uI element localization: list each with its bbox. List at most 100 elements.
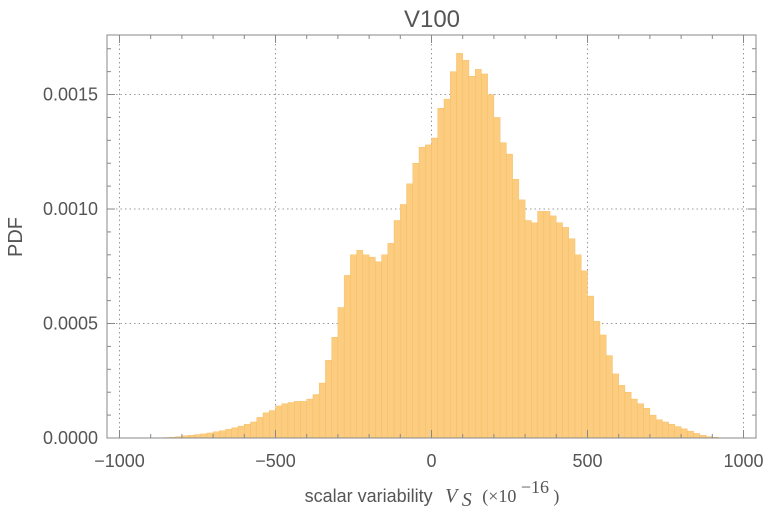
histogram-bar — [294, 401, 301, 439]
histogram-bar — [574, 254, 582, 439]
histogram-bar — [680, 428, 688, 439]
histogram-bar — [443, 98, 451, 439]
histogram-bar — [437, 108, 445, 439]
histogram-bar — [456, 53, 463, 439]
x-axis-title-unit-prefix: (×10 — [482, 486, 516, 507]
histogram-bar — [524, 220, 532, 439]
histogram-bar — [630, 398, 638, 439]
histogram-bar — [393, 220, 401, 439]
x-tick-label: −1000 — [94, 451, 145, 471]
histogram-bar — [462, 59, 470, 439]
y-tick-label: 0.0005 — [43, 314, 98, 334]
histogram-bar — [275, 405, 282, 439]
histogram-bar — [406, 183, 413, 439]
histogram-bar — [287, 402, 295, 439]
histogram-bar — [618, 385, 626, 439]
histogram-bar — [368, 256, 376, 439]
histogram-bar — [562, 227, 569, 439]
histogram-bar — [531, 222, 538, 439]
histogram-bar — [599, 334, 607, 439]
histogram-bar — [237, 425, 245, 439]
histogram-bar — [474, 69, 482, 439]
histogram-bar — [269, 410, 276, 439]
histogram-bar — [481, 73, 488, 439]
histogram-bar — [343, 275, 351, 439]
histogram-bar — [312, 394, 320, 439]
histogram-bar — [212, 431, 220, 439]
histogram-bar — [643, 408, 651, 439]
histogram-bar — [412, 163, 420, 439]
y-axis-title: PDF — [5, 217, 27, 257]
histogram-bar — [687, 430, 694, 439]
histogram-bar — [337, 307, 345, 439]
histogram-bar — [431, 137, 438, 439]
histogram-bar — [606, 355, 613, 439]
histogram-bar — [206, 432, 214, 439]
histogram-bar — [318, 382, 326, 439]
x-axis-title-unit-suffix: ) — [553, 486, 559, 507]
histogram-bar — [375, 261, 382, 439]
histogram-bar — [450, 71, 457, 439]
histogram-bar — [244, 424, 251, 439]
histogram-bar — [281, 403, 289, 439]
histogram-bar — [194, 434, 201, 439]
x-tick-label: −500 — [255, 451, 296, 471]
chart-title: V100 — [404, 6, 460, 33]
x-tick-label: 0 — [426, 451, 436, 471]
histogram-bar — [381, 254, 389, 439]
y-tick-label: 0.0015 — [43, 85, 98, 105]
x-tick-label: 500 — [572, 451, 602, 471]
histogram-bar — [425, 144, 432, 439]
histogram-bar — [556, 222, 563, 439]
histogram-bar — [518, 199, 526, 439]
histogram-bar — [624, 392, 632, 439]
histogram-bar — [637, 403, 644, 439]
histogram-bar — [350, 254, 357, 439]
histogram-bar — [493, 117, 501, 439]
x-axis-title-subscript: S — [462, 489, 472, 509]
histogram-bar — [587, 295, 594, 439]
histogram-bar — [219, 430, 226, 439]
histogram-bar — [306, 398, 314, 439]
histogram-bar — [668, 424, 676, 439]
histogram-bar — [487, 94, 495, 439]
y-tick-label: 0.0000 — [43, 428, 98, 448]
histogram-bar — [512, 179, 520, 439]
histogram-bar — [387, 243, 395, 439]
x-axis-title-unit-exponent: −16 — [521, 477, 549, 497]
x-axis-title-text: scalar variability — [305, 486, 433, 506]
y-tick-labels: 0.0000 0.0005 0.0010 0.0015 — [43, 85, 98, 448]
histogram-bar — [581, 270, 588, 439]
histogram-bar — [649, 414, 657, 439]
histogram-bar — [543, 211, 551, 439]
x-tick-labels: −1000 −500 0 500 1000 — [94, 451, 763, 471]
x-axis-title: scalar variability V S (×10 −16 ) — [305, 477, 560, 509]
histogram-bar — [231, 427, 239, 439]
histogram-bar — [418, 146, 426, 439]
histogram-bar — [250, 421, 257, 439]
axis-ticks — [107, 35, 756, 439]
histogram-bar — [568, 238, 576, 439]
histogram-bar — [612, 373, 619, 439]
x-tick-label: 1000 — [723, 451, 763, 471]
histogram-bar — [499, 142, 507, 439]
histogram-bar — [506, 153, 513, 439]
histogram-bar — [468, 76, 476, 439]
x-axis-title-symbol: V — [445, 485, 460, 507]
histogram-bar — [362, 254, 370, 439]
histogram-bar — [325, 359, 332, 439]
histogram-bar — [674, 426, 682, 439]
histogram-bar — [256, 417, 264, 439]
histogram-bar — [549, 215, 557, 439]
histogram-bar — [655, 419, 663, 439]
histogram-bar — [262, 412, 270, 439]
histogram-bar — [200, 433, 208, 439]
histogram-bar — [693, 433, 701, 439]
histogram-bar — [537, 211, 545, 439]
histogram-bar — [225, 429, 233, 439]
histogram-bar — [300, 401, 307, 439]
histogram-bar — [356, 250, 364, 439]
histogram-bar — [662, 421, 669, 439]
histogram-bar — [400, 204, 407, 439]
